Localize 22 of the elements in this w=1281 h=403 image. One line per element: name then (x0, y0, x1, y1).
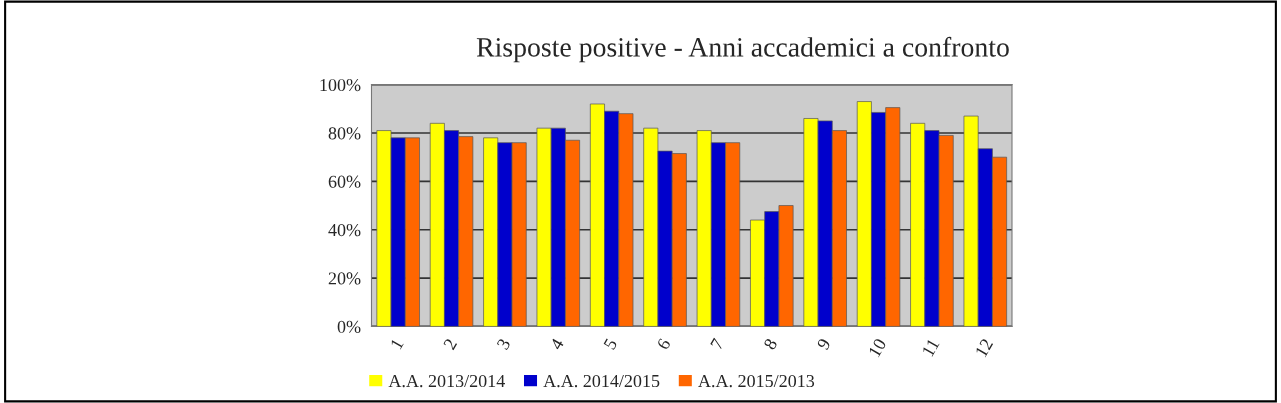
x-tick-label: 11 (921, 338, 940, 357)
x-tick-label: 1 (390, 338, 404, 350)
y-tick-label: 40% (328, 223, 361, 237)
x-tick-label: 7 (710, 337, 725, 350)
x-tick-label: 9 (816, 337, 831, 351)
x-tick-label: 6 (656, 337, 671, 351)
legend-label: A.A. 2013/2014 (388, 374, 505, 388)
x-tick-label: 3 (496, 337, 511, 351)
x-tick-label: 4 (549, 337, 565, 351)
x-tick-label: 5 (603, 337, 618, 351)
legend-label: A.A. 2014/2015 (543, 374, 660, 388)
y-tick-label: 20% (328, 272, 361, 285)
y-tick-label: 60% (328, 175, 361, 188)
y-tick-label: 100% (320, 78, 361, 92)
y-tick-label: 80% (328, 127, 361, 140)
x-tick-label: 12 (974, 338, 994, 358)
x-tick-label: 8 (763, 337, 778, 351)
chart-title: Risposte positive - Anni accademici a confronto (476, 36, 1009, 63)
y-tick-label: 0% (337, 320, 361, 333)
x-tick-label: 2 (443, 338, 458, 351)
legend-label: A.A. 2015/2013 (698, 374, 815, 388)
x-tick-label: 10 (868, 337, 887, 358)
